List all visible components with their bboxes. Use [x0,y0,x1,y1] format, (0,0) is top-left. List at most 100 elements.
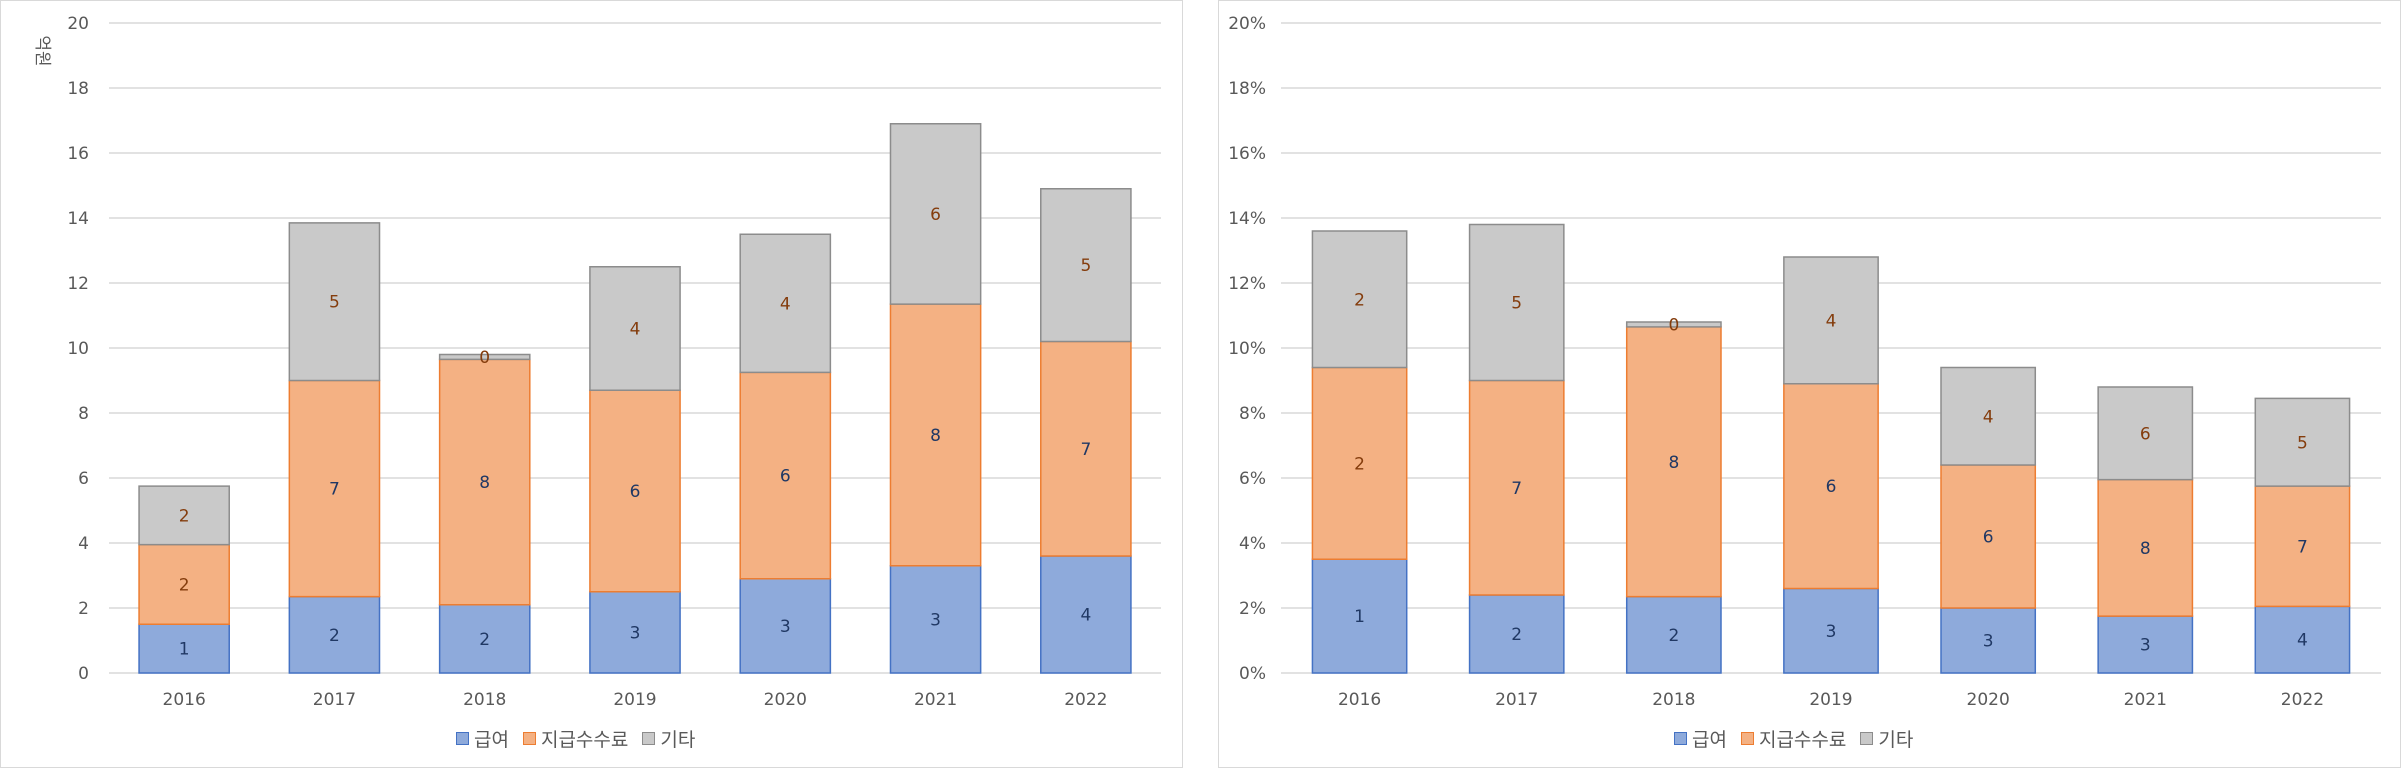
y-tick-label: 16% [1228,144,1266,164]
data-label-other: 4 [630,320,641,340]
data-label-other: 4 [780,294,791,314]
data-label-salary: 3 [2140,636,2151,656]
left-chart-legend: 급여 지급수수료 기타 [456,725,695,752]
legend-label-fee: 지급수수료 [540,729,629,751]
y-tick-label: 0 [78,664,89,684]
legend-swatch-salary [456,732,469,745]
x-tick-label: 2019 [613,690,656,710]
bar-segment-other [1311,230,1408,369]
legend-item-fee: 지급수수료 [522,725,629,752]
data-label-salary: 4 [2297,631,2308,651]
data-label-salary: 1 [1354,607,1365,627]
legend-swatch-other [642,732,656,745]
bar-segment-fee [288,379,381,598]
left-chart-panel: 0 2 4 6 8 10 12 14 16 18 20 억원 2016 1 2 2 2017 2 7 5 2018 2 8 0… [0,0,1183,768]
y-tick-label: 20 [67,14,89,34]
bar-segment-other [1468,223,1565,382]
data-label-other: 4 [1826,311,1837,331]
data-label-fee: 8 [930,426,941,446]
y-tick-label: 2% [1239,599,1266,619]
y-tick-label: 6% [1239,469,1266,489]
data-label-salary: 4 [1080,606,1091,626]
bar-segment-salary [1940,607,2037,674]
bar-segment-other [1040,188,1132,343]
data-label-fee: 2 [179,575,190,595]
data-label-fee: 6 [630,482,641,502]
data-label-fee: 7 [1511,479,1522,499]
bar-segment-salary [1783,587,1879,674]
bar-segment-fee [438,358,531,606]
data-label-salary: 3 [780,617,791,637]
data-label-salary: 2 [329,626,340,646]
bar-segment-salary [2254,605,2351,674]
x-tick-label: 2022 [1064,690,1107,710]
bar-segment-fee [138,543,230,625]
bar-segment-other [1940,366,2037,466]
bar-segment-fee [889,303,982,567]
legend-item-other: 기타 [1860,725,1913,752]
y-tick-label: 18 [67,79,89,99]
bar-segment-fee [589,389,681,593]
data-label-fee: 8 [479,473,490,493]
data-label-salary: 2 [479,630,490,650]
y-tick-label: 4 [78,534,89,554]
bar-segment-salary [2097,615,2194,674]
data-label-salary: 1 [179,640,190,660]
x-tick-label: 2022 [2281,690,2324,710]
data-label-other: 2 [179,506,190,526]
x-tick-label: 2020 [1967,690,2010,710]
y-tick-label: 14% [1228,209,1266,229]
bar-segment-salary [1311,558,1408,674]
data-label-other: 5 [1080,256,1091,276]
right-chart-panel: 0% 2% 4% 6% 8% 10% 12% 14% 16% 18% 20% 2016 1 2 2 2017 2… [1218,0,2401,768]
y-tick-label: 0% [1239,664,1266,684]
bar-segment-salary [288,595,381,674]
y-tick-label: 18% [1228,79,1266,99]
bar-segment-other [889,123,982,305]
data-label-other: 2 [1354,290,1365,310]
data-label-salary: 2 [1511,625,1522,645]
data-label-fee: 8 [1668,453,1679,473]
legend-swatch-fee [522,732,536,745]
bar-segment-other [138,485,230,546]
data-label-other: 0 [479,348,490,368]
data-label-other: 6 [2140,424,2151,444]
data-label-other: 0 [1668,315,1679,335]
y-tick-label: 8% [1239,404,1266,424]
bar-segment-salary [1040,555,1132,674]
data-label-fee: 6 [780,467,791,487]
x-tick-label: 2018 [463,690,506,710]
legend-label-other: 기타 [660,729,696,751]
bar-segment-fee [2254,485,2351,608]
legend-item-salary: 급여 [456,725,509,752]
data-label-salary: 3 [630,623,641,643]
bar-segment-salary [1468,594,1565,674]
bar-segment-fee [1940,464,2037,609]
bar-segment-salary [138,623,230,674]
right-chart-legend: 급여 지급수수료 기타 [1674,725,1913,752]
x-tick-label: 2021 [2124,690,2167,710]
x-tick-label: 2017 [1495,690,1538,710]
data-label-fee: 7 [329,480,340,500]
y-tick-label: 12 [67,274,89,294]
data-label-salary: 2 [1668,626,1679,646]
bar-segment-other [739,233,832,374]
data-label-fee: 8 [2140,539,2151,559]
y-tick-label: 8 [78,404,89,424]
y-tick-label: 16 [67,144,89,164]
data-label-salary: 3 [1983,632,1994,652]
data-label-other: 5 [2297,433,2308,453]
bar-segment-fee [1311,366,1408,560]
bar-segment-other [288,222,381,382]
data-label-fee: 6 [1983,528,1994,548]
y-tick-label: 14 [67,209,89,229]
data-label-other: 5 [1511,294,1522,314]
legend-swatch-fee [1740,732,1754,745]
data-label-salary: 3 [930,610,941,630]
x-tick-label: 2016 [1338,690,1381,710]
bar-segment-salary [589,591,681,674]
data-label-salary: 3 [1826,622,1837,642]
bar-segment-fee [1625,326,1722,598]
legend-label-salary: 급여 [474,729,509,751]
x-tick-label: 2021 [914,690,957,710]
